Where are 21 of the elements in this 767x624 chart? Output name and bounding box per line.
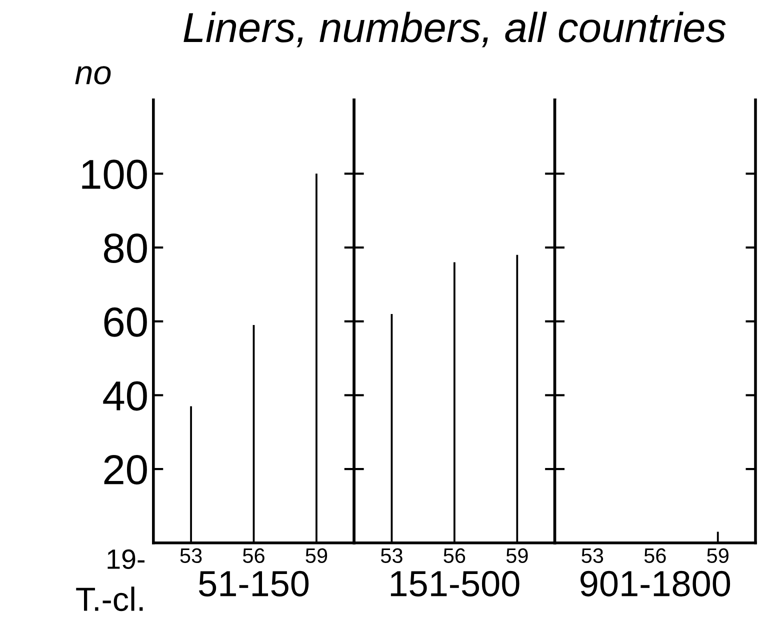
x-axis-title: 151-500 [390, 570, 520, 596]
y-axis-title: no [75, 66, 111, 84]
x-tick-label: 56 [644, 548, 666, 564]
y-tick-label: 20 [104, 455, 147, 485]
text: 19- [108, 549, 144, 570]
y-tick-label: 80 [104, 234, 147, 264]
x-tick-label: 53 [180, 548, 202, 564]
x-tick-label: 59 [506, 548, 528, 564]
y-tick-label: 40 [103, 381, 147, 411]
text: T.-cl. [76, 586, 143, 612]
x-tick-label: 56 [242, 548, 264, 564]
x-axis-title: 51-150 [198, 570, 309, 596]
x-tick-label: 59 [707, 548, 728, 564]
x-tick-label: 59 [306, 548, 328, 564]
y-tick-label: 60 [104, 307, 147, 337]
x-tick-label: 53 [380, 548, 402, 564]
text: Liners, numbers, all countries [184, 12, 726, 48]
x-axis-title: 901-1800 [580, 570, 730, 596]
y-tick-label: 100 [82, 160, 147, 190]
x-tick-label: 53 [582, 548, 604, 564]
x-tick-label: 56 [444, 548, 466, 564]
